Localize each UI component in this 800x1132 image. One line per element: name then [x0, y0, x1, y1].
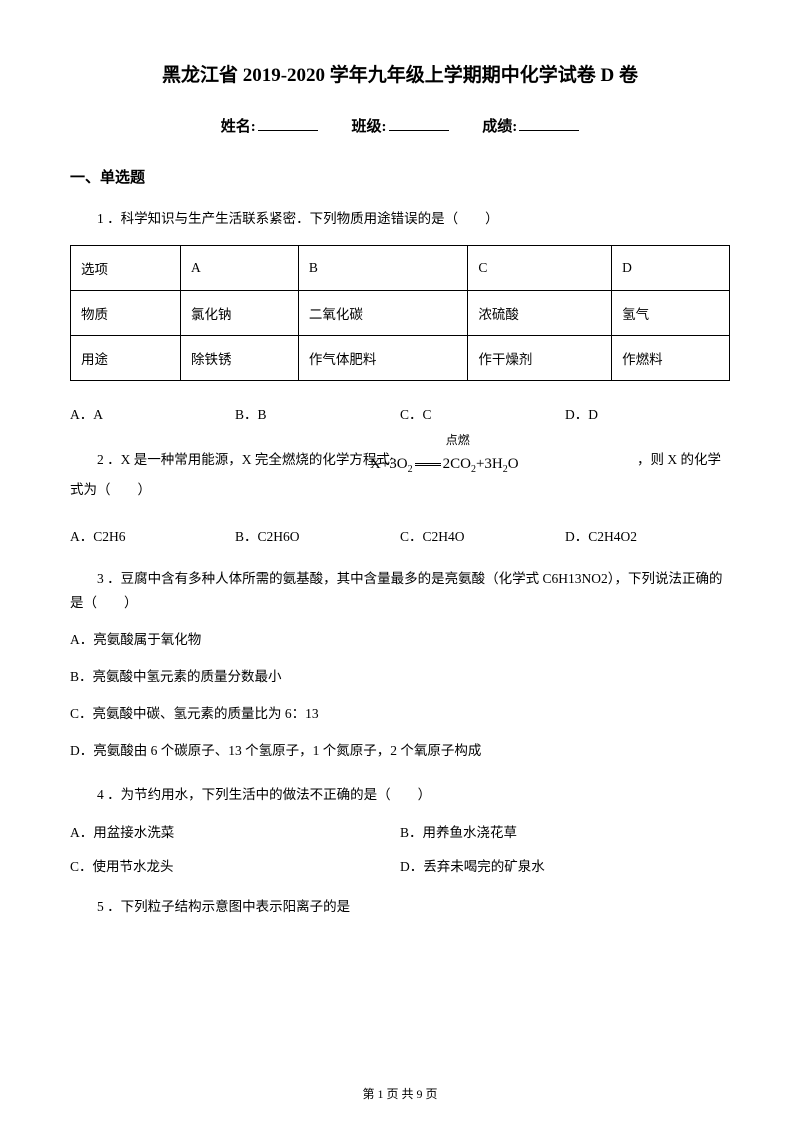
eq-tail: +3H: [476, 456, 503, 472]
q1-text: 1 ．科学知识与生产生活联系紧密．下列物质用途错误的是（ ）: [70, 207, 730, 231]
name-label: 姓名:: [221, 119, 256, 135]
cell: A: [181, 246, 299, 291]
cell: B: [298, 246, 468, 291]
cell: 物质: [71, 291, 181, 336]
option-d: D．C2H4O2: [565, 525, 730, 545]
cell: 作燃料: [612, 336, 730, 381]
class-label: 班级:: [352, 119, 387, 135]
q3-text: 3 ．豆腐中含有多种人体所需的氨基酸，其中含量最多的是亮氨酸（化学式 C6H13…: [70, 567, 730, 616]
option-b: B．C2H6O: [235, 525, 400, 545]
option-a: A．用盆接水洗菜: [70, 821, 400, 841]
option-c: C．C: [400, 403, 565, 423]
eq-annotation: 点燃: [370, 427, 519, 453]
cell: D: [612, 246, 730, 291]
option-d: D．D: [565, 403, 730, 423]
eq-o: O: [508, 456, 519, 472]
q5-text: 5 ．下列粒子结构示意图中表示阳离子的是: [70, 895, 730, 919]
eq-arrow: [415, 463, 441, 466]
cell: 除铁锈: [181, 336, 299, 381]
q3-options: A．亮氨酸属于氧化物 B．亮氨酸中氢元素的质量分数最小 C．亮氨酸中碳、氢元素的…: [70, 629, 730, 763]
cell: 用途: [71, 336, 181, 381]
q2-prefix: 2 ．X 是一种常用能源，X 完全燃烧的化学方程式:: [97, 452, 394, 467]
cell: 氯化钠: [181, 291, 299, 336]
cell: 氢气: [612, 291, 730, 336]
page-footer: 第 1 页 共 9 页: [0, 1085, 800, 1102]
q2-equation: 点燃 X+3O22CO2+3H2O: [370, 427, 519, 480]
option-d: D．丢弃未喝完的矿泉水: [400, 855, 730, 875]
q2-text: 2 ．X 是一种常用能源，X 完全燃烧的化学方程式: 点燃 X+3O22CO2+…: [70, 445, 730, 504]
q1-options: A．A B．B C．C D．D: [70, 403, 730, 423]
option-a: A．C2H6: [70, 525, 235, 545]
q1-table: 选项 A B C D 物质 氯化钠 二氧化碳 浓硫酸 氢气 用途 除铁锈 作气体…: [70, 245, 730, 381]
name-blank[interactable]: [258, 130, 318, 131]
option-b: B．用养鱼水浇花草: [400, 821, 730, 841]
cell: 浓硫酸: [468, 291, 612, 336]
eq-right: 2CO: [443, 456, 471, 472]
doc-title: 黑龙江省 2019-2020 学年九年级上学期期中化学试卷 D 卷: [70, 60, 730, 87]
q4-options: A．用盆接水洗菜 B．用养鱼水浇花草 C．使用节水龙头 D．丢弃未喝完的矿泉水: [70, 821, 730, 875]
eq-left: X+3O: [370, 456, 408, 472]
option-a: A．A: [70, 403, 235, 423]
cell: 作气体肥料: [298, 336, 468, 381]
score-label: 成绩:: [482, 119, 517, 135]
cell: 二氧化碳: [298, 291, 468, 336]
score-blank[interactable]: [519, 130, 579, 131]
option-c: C．使用节水龙头: [70, 855, 400, 875]
option-a: A．亮氨酸属于氧化物: [70, 629, 730, 652]
option-c: C．C2H4O: [400, 525, 565, 545]
cell: 作干燥剂: [468, 336, 612, 381]
table-row: 物质 氯化钠 二氧化碳 浓硫酸 氢气: [71, 291, 730, 336]
table-row: 用途 除铁锈 作气体肥料 作干燥剂 作燃料: [71, 336, 730, 381]
option-b: B．B: [235, 403, 400, 423]
class-blank[interactable]: [389, 130, 449, 131]
q4-text: 4 ．为节约用水，下列生活中的做法不正确的是（ ）: [70, 783, 730, 807]
q2-options: A．C2H6 B．C2H6O C．C2H4O D．C2H4O2: [70, 525, 730, 545]
option-c: C．亮氨酸中碳、氢元素的质量比为 6：13: [70, 703, 730, 726]
info-line: 姓名: 班级: 成绩:: [70, 115, 730, 136]
cell: C: [468, 246, 612, 291]
option-b: B．亮氨酸中氢元素的质量分数最小: [70, 666, 730, 689]
cell: 选项: [71, 246, 181, 291]
table-row: 选项 A B C D: [71, 246, 730, 291]
section-header: 一、单选题: [70, 166, 730, 187]
option-d: D．亮氨酸由 6 个碳原子、13 个氢原子，1 个氮原子，2 个氧原子构成: [70, 740, 730, 763]
